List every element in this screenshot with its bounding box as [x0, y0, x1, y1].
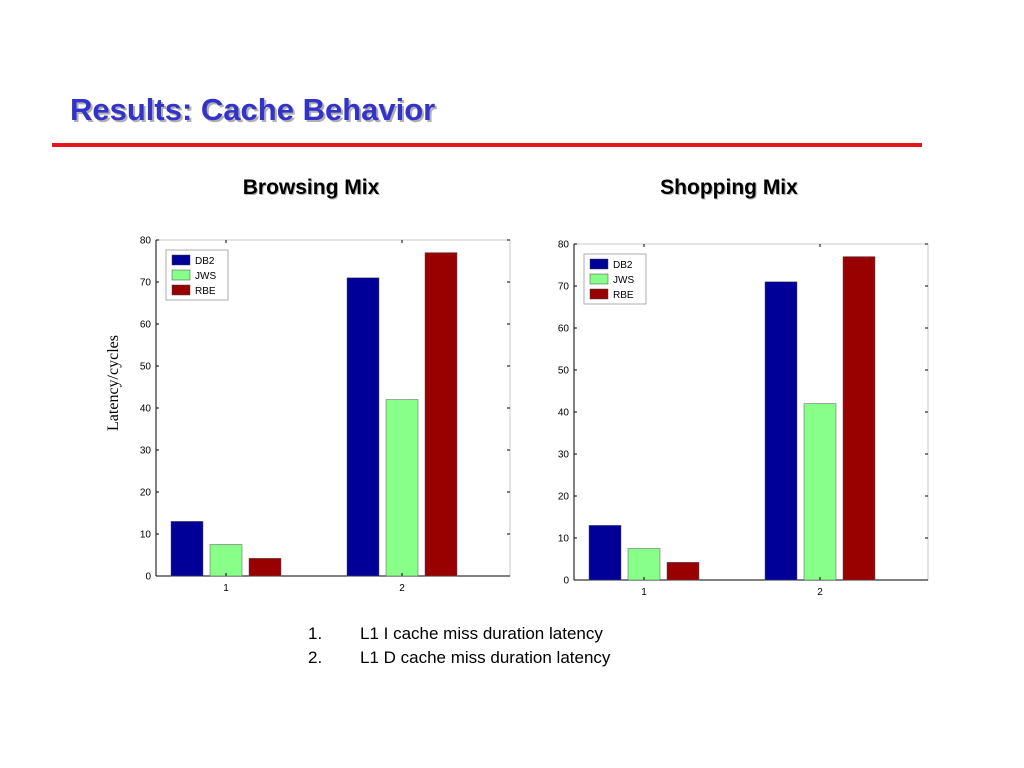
bar-chart-browsing: 0 10 20 30 40 50 60 70 80 1 2 DB2 JWS RBE [140, 236, 511, 594]
y-tick-label: 60 [558, 324, 570, 335]
note-number: 2. [308, 648, 323, 667]
y-tick-label: 50 [558, 366, 570, 377]
x-tick-label: 2 [399, 583, 405, 594]
y-tick-label: 50 [140, 362, 152, 373]
bar-jws [385, 399, 419, 577]
legend-swatch-rbe [171, 284, 191, 296]
bar-rbe [842, 256, 876, 581]
bar-rbe [666, 562, 700, 581]
bar-db2 [170, 521, 204, 577]
bar-rbe [248, 558, 282, 577]
slide-title: Results: Cache Behavior [70, 92, 436, 127]
legend-swatch-db2 [171, 254, 191, 266]
bar-db2 [588, 525, 622, 581]
x-tick-label: 1 [223, 583, 229, 594]
y-tick-label: 0 [563, 576, 569, 587]
bar-jws [209, 544, 243, 577]
x-tick-label: 2 [817, 587, 823, 598]
legend-label-rbe: RBE [613, 290, 634, 301]
y-tick-label: 60 [140, 320, 152, 331]
legend-label-rbe: RBE [195, 286, 216, 297]
note-text: L1 D cache miss duration latency [360, 648, 611, 667]
legend-swatch-db2 [589, 258, 609, 270]
chart-title-browsing: Browsing Mix [242, 176, 380, 199]
legend-label-db2: DB2 [613, 260, 633, 271]
bar-rbe [424, 252, 458, 577]
legend-label-db2: DB2 [195, 256, 215, 267]
legend-label-jws: JWS [613, 275, 634, 286]
note-item: 1. L1 I cache miss duration latency [308, 622, 610, 646]
legend: DB2 JWS RBE [583, 253, 647, 305]
bar-jws [803, 403, 837, 581]
legend: DB2 JWS RBE [165, 249, 229, 301]
note-number: 1. [308, 624, 323, 643]
notes-list: 1. L1 I cache miss duration latency 2. L1 … [308, 622, 610, 670]
legend-swatch-rbe [589, 288, 609, 300]
legend-swatch-jws [589, 273, 609, 285]
y-tick-label: 10 [558, 534, 570, 545]
y-tick-label: 30 [140, 446, 152, 457]
y-tick-label: 30 [558, 450, 570, 461]
y-tick-label: 70 [140, 278, 152, 289]
bar-db2 [346, 277, 380, 577]
x-tick-label: 1 [641, 587, 647, 598]
note-text: L1 I cache miss duration latency [360, 624, 603, 643]
chart-title-shopping: Shopping Mix [660, 176, 798, 199]
bar-jws [627, 548, 661, 581]
bar-chart-shopping: 0 10 20 30 40 50 60 70 80 1 2 DB2 JWS RBE [558, 240, 929, 598]
y-tick-label: 40 [558, 408, 570, 419]
y-tick-label: 40 [140, 404, 152, 415]
legend-label-jws: JWS [195, 271, 216, 282]
y-tick-label: 20 [140, 488, 152, 499]
y-tick-label: 10 [140, 530, 152, 541]
note-item: 2. L1 D cache miss duration latency [308, 646, 610, 670]
bar-db2 [764, 281, 798, 581]
y-tick-label: 80 [558, 240, 570, 251]
y-tick-label: 70 [558, 282, 570, 293]
y-tick-label: 0 [145, 572, 151, 583]
y-tick-label: 20 [558, 492, 570, 503]
legend-swatch-jws [171, 269, 191, 281]
y-tick-label: 80 [140, 236, 152, 247]
title-rule [52, 143, 922, 147]
